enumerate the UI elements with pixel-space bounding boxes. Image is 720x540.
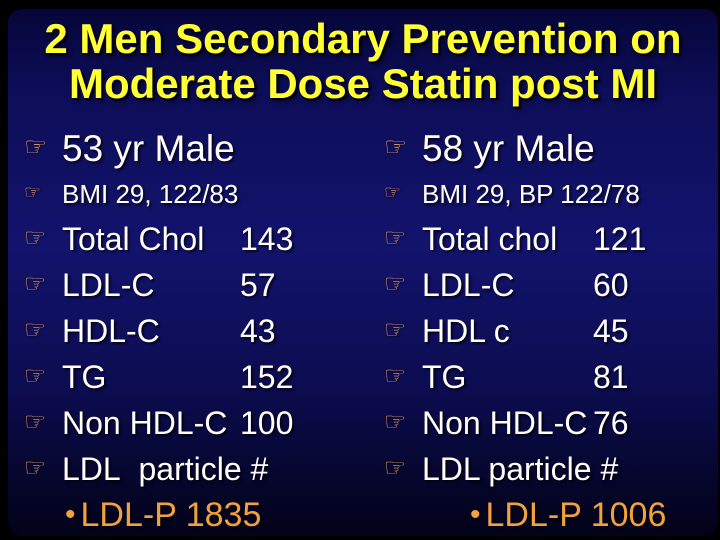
lipid-row: ☞ LDL particle #: [24, 446, 364, 492]
lipid-value: 57: [240, 266, 276, 303]
patient-bmi: BMI 29, BP 122/78: [422, 178, 640, 209]
lipid-label: Total chol: [422, 220, 558, 257]
lipid-row: ☞ TG 152: [24, 354, 364, 400]
lipid-row: ☞ Non HDL-C 100: [24, 400, 364, 446]
pointing-hand-icon: ☞: [384, 132, 408, 163]
pointing-hand-icon: ☞: [384, 315, 407, 344]
lipid-value: 152: [240, 358, 294, 395]
lipid-row: ☞ Total chol 121: [384, 216, 720, 262]
pointing-hand-icon: ☞: [24, 269, 47, 298]
pointing-hand-icon: ☞: [24, 453, 47, 482]
lipid-row: ☞ LDL-C 60: [384, 262, 720, 308]
pointing-hand-icon: ☞: [384, 181, 402, 204]
lipid-label: LDL particle #: [422, 450, 619, 487]
pointing-hand-icon: ☞: [24, 181, 42, 204]
lipid-row: ☞ HDL-C 43: [24, 308, 364, 354]
lipid-value: 43: [240, 312, 276, 349]
lipid-value: 121: [593, 220, 647, 257]
bullet-dot-icon: •: [470, 498, 481, 531]
pointing-hand-icon: ☞: [24, 315, 47, 344]
lipid-label: LDL particle #: [62, 450, 269, 487]
lipid-value: 100: [240, 404, 294, 441]
patient-header-row: ☞ 53 yr Male: [24, 126, 364, 172]
lipid-value: 45: [593, 312, 629, 349]
lipid-label: LDL-C: [422, 266, 515, 303]
patient-header-row: ☞ 58 yr Male: [384, 126, 720, 172]
slide-background: 2 Men Secondary Prevention on Moderate D…: [8, 9, 718, 536]
pointing-hand-icon: ☞: [24, 223, 47, 252]
lipid-row: ☞ Non HDL-C 76: [384, 400, 720, 446]
lipid-row: ☞ LDL particle #: [384, 446, 720, 492]
lipid-label: Non HDL-C: [422, 404, 588, 441]
lipid-label: LDL-C: [62, 266, 155, 303]
pointing-hand-icon: ☞: [384, 223, 407, 252]
lipid-row: ☞ Total Chol 143: [24, 216, 364, 262]
lipid-label: HDL c: [422, 312, 510, 349]
lipid-value: 143: [240, 220, 294, 257]
title-line-1: 2 Men Secondary Prevention on: [44, 15, 682, 62]
pointing-hand-icon: ☞: [384, 269, 407, 298]
pointing-hand-icon: ☞: [24, 132, 48, 163]
patient-header: 53 yr Male: [62, 128, 235, 169]
pointing-hand-icon: ☞: [24, 407, 47, 436]
lipid-value: 60: [593, 266, 629, 303]
lipid-label: TG: [62, 358, 107, 395]
pointing-hand-icon: ☞: [384, 453, 407, 482]
lipid-value: 76: [593, 404, 629, 441]
lipid-value: 81: [593, 358, 629, 395]
pointing-hand-icon: ☞: [24, 361, 47, 390]
lipid-label: HDL-C: [62, 312, 160, 349]
patient-bmi-row: ☞ BMI 29, BP 122/78: [384, 172, 720, 216]
pointing-hand-icon: ☞: [384, 361, 407, 390]
lipid-row: ☞ TG 81: [384, 354, 720, 400]
lipid-row: ☞ HDL c 45: [384, 308, 720, 354]
patient-bmi: BMI 29, 122/83: [62, 178, 239, 209]
lipid-label: Non HDL-C: [62, 404, 228, 441]
patient-header: 58 yr Male: [422, 128, 595, 169]
patient-column-left: ☞ 53 yr Male ☞ BMI 29, 122/83 ☞ Total Ch…: [24, 126, 364, 537]
title-line-2: Moderate Dose Statin post MI: [68, 59, 658, 107]
lipid-label: Total Chol: [62, 220, 205, 257]
ldl-p-text: LDL-P 1835: [80, 495, 262, 534]
pointing-hand-icon: ☞: [384, 407, 407, 436]
patient-column-right: ☞ 58 yr Male ☞ BMI 29, BP 122/78 ☞ Total…: [384, 126, 720, 537]
bullet-dot-icon: •: [65, 498, 76, 531]
lipid-label: TG: [422, 358, 467, 395]
slide-title: 2 Men Secondary Prevention on Moderate D…: [8, 15, 718, 107]
ldl-p-text: LDL-P 1006: [485, 495, 667, 534]
patient-bmi-row: ☞ BMI 29, 122/83: [24, 172, 364, 216]
ldl-p-line: • LDL-P 1006: [470, 493, 720, 537]
lipid-row: ☞ LDL-C 57: [24, 262, 364, 308]
ldl-p-line: • LDL-P 1835: [65, 493, 364, 537]
